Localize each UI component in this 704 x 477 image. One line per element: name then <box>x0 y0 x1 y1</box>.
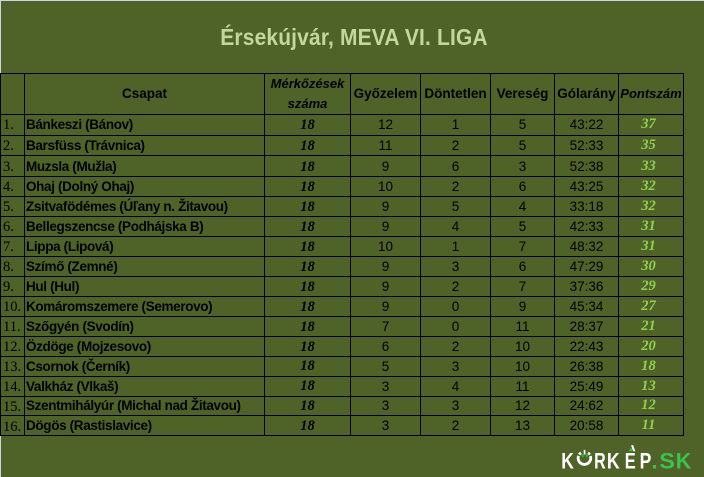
svg-text:P: P <box>640 448 652 473</box>
svg-text:S: S <box>659 448 675 473</box>
svg-text:K: K <box>561 448 574 473</box>
svg-text:K: K <box>607 448 620 473</box>
svg-text:R: R <box>594 448 606 473</box>
svg-text:.: . <box>652 448 658 473</box>
svg-text:E: E <box>625 448 636 473</box>
svg-text:K: K <box>676 448 692 473</box>
